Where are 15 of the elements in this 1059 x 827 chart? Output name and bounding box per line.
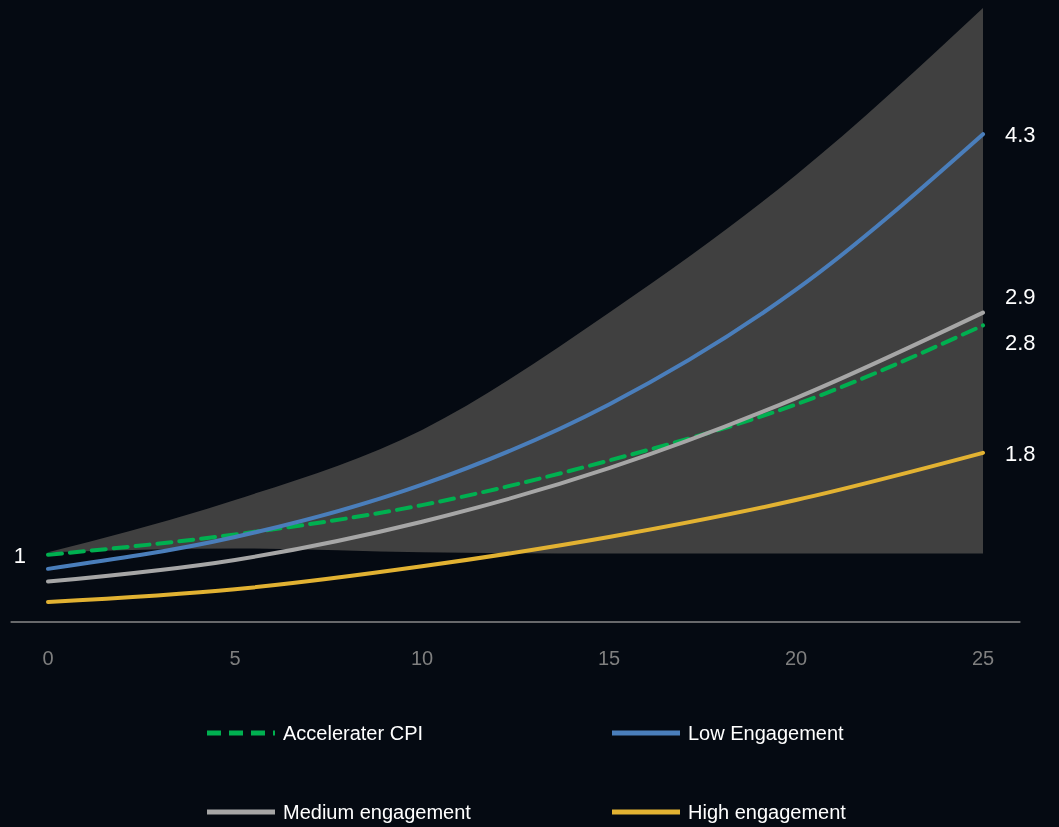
- x-tick-label: 20: [784, 647, 808, 669]
- x-tick-label: 25: [971, 647, 995, 669]
- x-tick-label: 15: [597, 647, 621, 669]
- data-label: 1.8: [1005, 440, 1036, 466]
- x-tick-label: 5: [229, 647, 241, 669]
- x-tick-label: 0: [42, 647, 54, 669]
- data-label: 2.8: [1005, 329, 1036, 355]
- legend-label: Low Engagement: [688, 722, 845, 744]
- data-label: 1: [13, 542, 26, 568]
- x-tick-label: 10: [410, 647, 434, 669]
- legend-label: High engagement: [688, 801, 847, 823]
- data-label: 4.3: [1005, 121, 1036, 147]
- legend-label: Accelerater CPI: [283, 722, 424, 744]
- legend-label: Medium engagement: [283, 801, 472, 823]
- data-label: 2.9: [1005, 283, 1036, 309]
